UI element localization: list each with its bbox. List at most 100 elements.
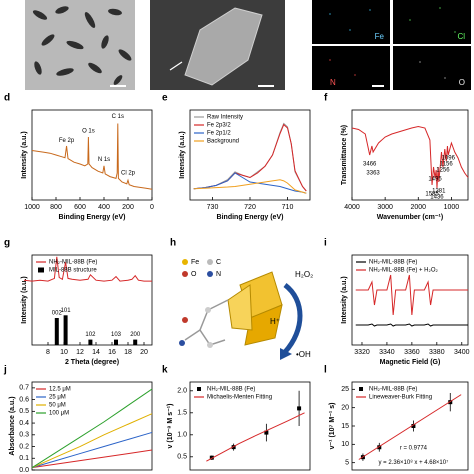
y-tick-label: 15 (341, 423, 349, 430)
data-point (411, 424, 416, 428)
y-tick-label: 0.4 (19, 420, 29, 427)
x-tick-label: 10 (60, 349, 68, 356)
x-tick-label: 3000 (377, 204, 393, 211)
y-tick-label: 5 (345, 460, 349, 467)
legend-label: N (216, 271, 221, 278)
panel-letter: j (3, 365, 7, 376)
bar-label: 200 (130, 332, 141, 338)
series-line (31, 449, 153, 469)
data-point (377, 445, 382, 450)
legend-label: Fe 2p1/2 (207, 131, 231, 137)
bar-label: 002 (52, 311, 63, 317)
x-tick-label: 1000 (444, 204, 460, 211)
legend-swatch (38, 267, 44, 273)
annotation: 1156 (440, 162, 454, 168)
reactant-label: H₂O₂ (295, 270, 313, 279)
series-line (31, 123, 153, 190)
y-axis-label: v (10⁻⁸ M s⁻¹) (167, 404, 174, 449)
panel-letter: l (324, 365, 327, 376)
annotation: Cl 2p (121, 171, 136, 177)
eds-label: O (459, 78, 465, 87)
panel-letter: e (162, 93, 168, 104)
legend-swatch (359, 387, 363, 391)
eds-label: Cl (457, 32, 465, 41)
x-tick-label: 400 (98, 204, 110, 211)
y-axis-label: Transmittance (%) (341, 125, 348, 185)
series-line (206, 412, 305, 462)
reference-bar (88, 339, 93, 345)
annotation: y = 2.36×10⁸ x + 4.68×10⁷ (379, 459, 449, 466)
plot-frame (351, 109, 469, 201)
legend-label: Raw Intensity (207, 115, 243, 121)
x-axis-label: Wavenumber (cm⁻¹) (377, 214, 443, 221)
annotation: 1256 (436, 168, 450, 174)
y-tick-label: 0.2 (19, 443, 29, 450)
x-axis-label: Binding Energy (eV) (217, 214, 284, 221)
x-tick-label: 8 (46, 349, 50, 356)
y-axis-label: Intensity (a.u.) (341, 276, 348, 323)
y-tick-label: 25 (341, 386, 349, 393)
reference-bar (54, 318, 59, 345)
reference-bar (63, 315, 68, 345)
proton-label: H⁺ (270, 317, 280, 326)
panel-letter: g (4, 238, 10, 249)
bar-label: 102 (85, 332, 96, 338)
reference-bar (133, 339, 138, 345)
plot-frame (351, 254, 469, 346)
y-tick-label: 10 (341, 441, 349, 448)
y-tick-label: 0.0 (19, 467, 29, 474)
data-point (231, 445, 236, 450)
y-tick-label: 1.5 (177, 410, 187, 417)
x-axis-label: Binding Energy (eV) (59, 214, 126, 221)
series-line (193, 172, 307, 194)
annotation: 1096 (442, 156, 456, 162)
data-point (264, 430, 269, 435)
x-tick-label: 16 (108, 349, 116, 356)
panel-letter: i (324, 238, 327, 249)
y-tick-label: 0.1 (19, 455, 29, 462)
data-point (209, 455, 214, 460)
y-axis-label: Intensity (a.u.) (21, 276, 28, 323)
y-axis-label: Intensity (a.u.) (21, 131, 28, 178)
hrtem-image (150, 0, 285, 90)
eds-label: Fe (375, 32, 385, 41)
x-tick-label: 3400 (454, 349, 470, 356)
panel-letter: h (170, 238, 176, 249)
panel-letter: f (324, 93, 328, 104)
x-tick-label: 14 (92, 349, 100, 356)
series-line (358, 394, 462, 460)
legend-label: 50 μM (49, 403, 66, 409)
x-tick-label: 200 (122, 204, 134, 211)
legend-label: NH₂-MIL-88B (Fe) (369, 387, 417, 393)
y-axis-label: Absorbance (a.u.) (9, 396, 16, 455)
x-tick-label: 600 (74, 204, 86, 211)
x-tick-label: 3360 (404, 349, 420, 356)
legend-label: O (191, 271, 197, 278)
x-tick-label: 3380 (429, 349, 445, 356)
annotation: Fe 2p (59, 138, 75, 144)
annotation: 1436 (430, 195, 444, 201)
data-point (448, 400, 453, 405)
x-tick-label: 1000 (24, 204, 40, 211)
legend-label: NH₂-MIL-88B (Fe) (49, 260, 97, 266)
legend-label: Fe 2p3/2 (207, 123, 231, 129)
legend-label: Background (207, 139, 239, 145)
y-tick-label: 0.3 (19, 432, 29, 439)
legend-label: NH₂-MIL-88B (Fe) (369, 260, 417, 266)
annotation: 1495 (428, 177, 442, 183)
x-tick-label: 0 (150, 204, 154, 211)
legend-label: Michaelis-Menten Fitting (207, 395, 272, 401)
x-tick-label: 710 (282, 204, 294, 211)
y-tick-label: 0.5 (177, 454, 187, 461)
panel-letter: d (4, 93, 10, 104)
y-tick-label: 2.0 (177, 388, 187, 395)
plot-frame (189, 381, 311, 471)
y-tick-label: 0.7 (19, 385, 29, 392)
legend-label: 25 μM (49, 395, 66, 401)
y-tick-label: 0.5 (19, 408, 29, 415)
x-tick-label: 800 (50, 204, 62, 211)
eds-label: N (330, 78, 336, 87)
legend-swatch (197, 387, 201, 391)
series-line (31, 431, 153, 469)
eds-maps: Fe Cl N O (312, 0, 471, 90)
